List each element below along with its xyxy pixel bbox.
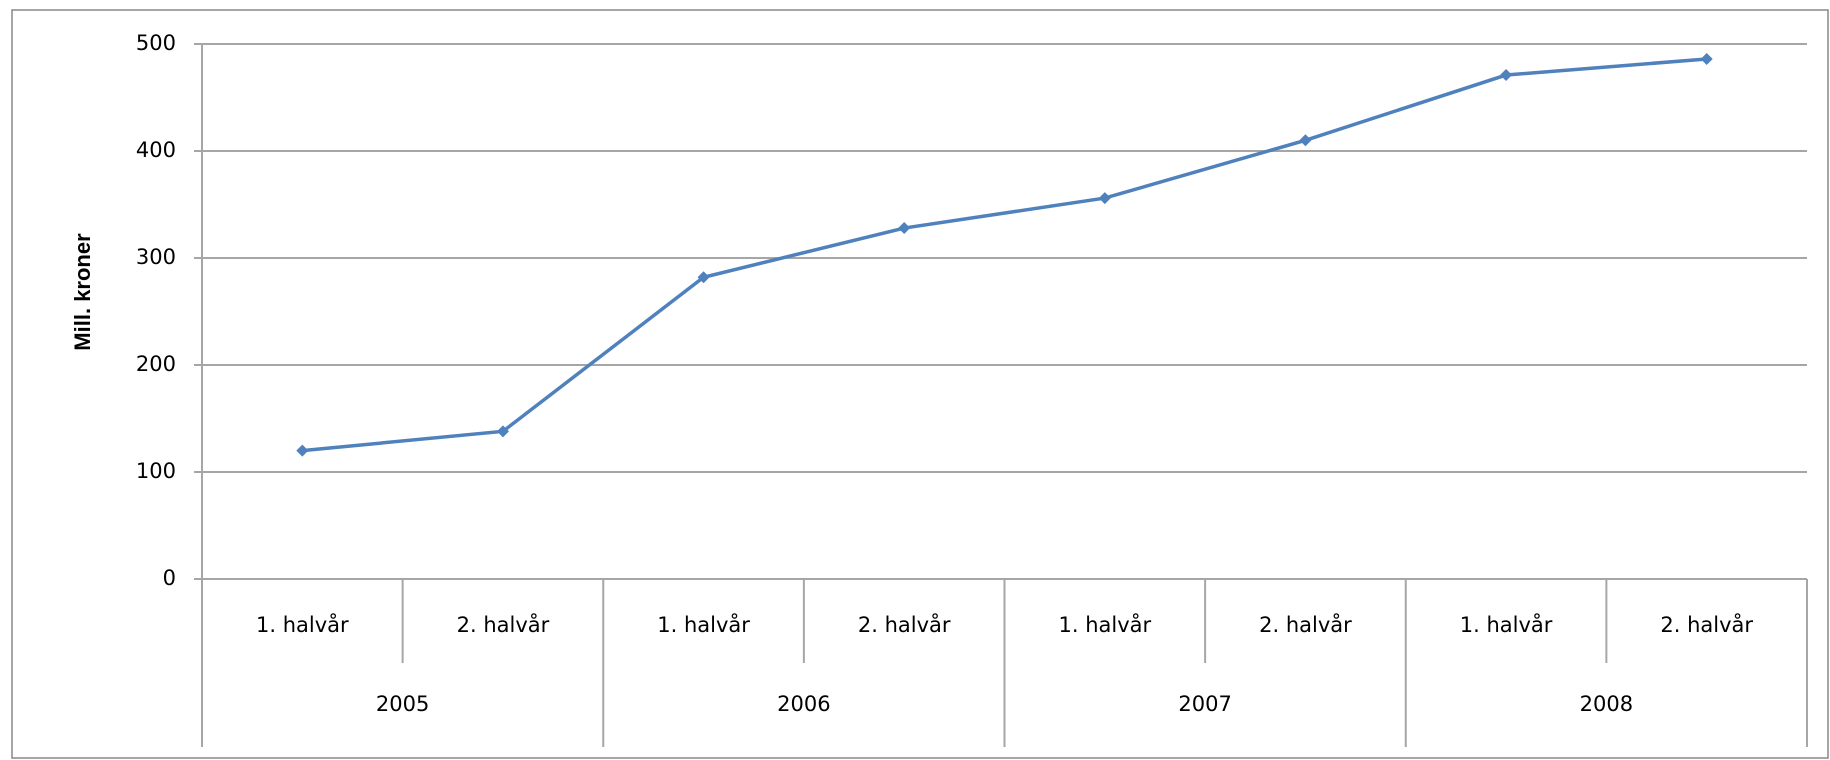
- point-marker: [1700, 52, 1713, 65]
- x-tick-label: 2. halvår: [1660, 612, 1753, 637]
- group-label: 2007: [1178, 692, 1231, 716]
- x-tick-label: 1. halvår: [657, 612, 750, 637]
- y-tick-label: 0: [163, 566, 176, 590]
- point-marker: [1500, 69, 1513, 82]
- point-marker: [1098, 192, 1111, 205]
- x-tick-label: 1. halvår: [1058, 612, 1151, 637]
- point-marker: [496, 425, 509, 438]
- y-tick-label: 500: [136, 31, 176, 55]
- group-label: 2006: [777, 692, 830, 716]
- point-marker: [898, 222, 911, 235]
- y-tick-label: 200: [136, 352, 176, 376]
- y-tick-label: 300: [136, 245, 176, 269]
- point-marker: [296, 444, 309, 457]
- series-line: [302, 57, 1707, 453]
- group-label: 2008: [1580, 692, 1633, 716]
- x-tick-label: 2. halvår: [457, 612, 550, 637]
- y-tick-label: 400: [136, 138, 176, 162]
- group-label: 2005: [376, 692, 429, 716]
- point-marker: [697, 271, 710, 284]
- point-marker: [1299, 134, 1312, 147]
- x-tick-label: 2. halvår: [858, 612, 951, 637]
- y-axis-label: Mill. kroner: [70, 233, 95, 351]
- chart-border: [11, 9, 1829, 759]
- x-tick-label: 1. halvår: [256, 612, 349, 637]
- x-tick-label: 2. halvår: [1259, 612, 1352, 637]
- x-tick-label: 1. halvår: [1460, 612, 1553, 637]
- y-tick-label: 100: [136, 459, 176, 483]
